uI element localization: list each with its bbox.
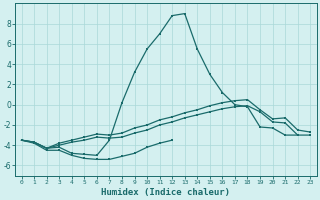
X-axis label: Humidex (Indice chaleur): Humidex (Indice chaleur) bbox=[101, 188, 230, 197]
